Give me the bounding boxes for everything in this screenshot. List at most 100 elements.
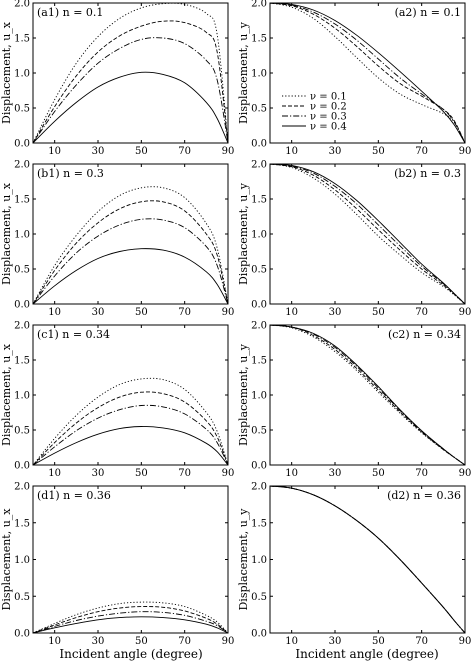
plot-frame [32, 2, 229, 144]
panel-label: (b2) n = 0.3 [394, 167, 461, 180]
x-tick-label: 90 [459, 636, 472, 647]
y-tick-label: 1.0 [251, 230, 267, 241]
y-tick-label: 0.0 [251, 461, 267, 472]
y-tick-label: 1.0 [251, 391, 267, 402]
y-tick-label: 1.5 [14, 34, 30, 45]
x-tick-label: 50 [135, 307, 148, 318]
series-line-3 [269, 485, 466, 634]
x-axis-label-left: Incident angle (degree) [59, 647, 202, 661]
y-tick-label: 1.5 [251, 518, 267, 529]
x-tick-label: 10 [285, 636, 298, 647]
x-tick-label: 50 [372, 307, 385, 318]
y-tick-label: 1.5 [251, 195, 267, 206]
y-tick-label: 0.5 [14, 592, 30, 603]
series-line-2 [269, 163, 466, 305]
plot-frame [32, 163, 229, 305]
series-line-1 [32, 186, 229, 305]
x-tick-label: 70 [415, 146, 428, 157]
series-line-1 [269, 163, 466, 305]
panel-d2: 0.0 0.5 1.0 1.5 2.0 10 30 50 70 90 Displacement, u… [237, 482, 471, 648]
panel-b2: 0.0 0.5 1.0 1.5 2.0 10 30 50 70 90 Displacement, u… [237, 160, 471, 319]
series-line-4 [269, 324, 466, 466]
y-axis-label: Displacement, u_y [237, 182, 250, 285]
series-line-3 [32, 404, 229, 466]
plot-frame [32, 324, 229, 466]
y-tick-label: 0.0 [251, 629, 267, 640]
series-line-3 [269, 2, 466, 144]
series-line-2 [32, 200, 229, 305]
x-tick-label: 70 [178, 636, 191, 647]
y-tick-label: 0.5 [251, 265, 267, 276]
series-line-4 [269, 163, 466, 305]
series-line-2 [32, 20, 229, 144]
series-line-1 [32, 601, 229, 634]
y-tick-label: 1.5 [14, 356, 30, 367]
panel-label: (b1) n = 0.3 [37, 167, 104, 180]
plot-frame [269, 2, 466, 144]
y-tick-label: 2.0 [14, 321, 30, 332]
series-line-4 [32, 426, 229, 466]
y-tick-label: 2.0 [251, 321, 267, 332]
x-tick-label: 30 [92, 468, 105, 479]
panel-a2: 0.0 0.5 1.0 1.5 2.0 10 30 50 70 90 Displacement, u… [237, 0, 471, 157]
series-line-4 [32, 248, 229, 305]
y-tick-label: 1.0 [14, 555, 30, 566]
panel-label: (d2) n = 0.36 [387, 489, 461, 502]
plot-frame [269, 163, 466, 305]
series-line-4 [269, 485, 466, 634]
panel-c2: 0.0 0.5 1.0 1.5 2.0 10 30 50 70 90 Displacement, u… [237, 321, 471, 480]
y-tick-label: 0.5 [14, 104, 30, 115]
y-tick-label: 2.0 [14, 160, 30, 171]
x-tick-label: 50 [135, 468, 148, 479]
series-line-3 [32, 218, 229, 305]
panel-d1: 0.0 0.5 1.0 1.5 2.0 10 30 50 70 90 Displacement, u… [0, 482, 234, 648]
y-axis-label: Displacement, u_y [237, 343, 250, 446]
x-tick-label: 10 [48, 468, 61, 479]
y-tick-label: 0.5 [14, 265, 30, 276]
series-line-2 [32, 606, 229, 634]
legend-label: ν = 0.4 [310, 122, 347, 133]
x-tick-label: 30 [329, 636, 342, 647]
y-tick-label: 1.0 [14, 69, 30, 80]
y-tick-label: 1.5 [251, 356, 267, 367]
x-tick-label: 50 [372, 636, 385, 647]
series-line-1 [269, 2, 466, 144]
x-tick-label: 10 [285, 146, 298, 157]
y-tick-label: 0.0 [14, 461, 30, 472]
y-tick-label: 1.0 [251, 555, 267, 566]
panel-a1: 0.0 0.5 1.0 1.5 2.0 10 30 50 70 90 Displacement, u… [0, 0, 234, 157]
x-tick-label: 30 [92, 636, 105, 647]
y-axis-label: Displacement, u_y [237, 21, 250, 124]
series-line-3 [269, 163, 466, 305]
x-tick-label: 30 [329, 468, 342, 479]
y-axis-label: Displacement, u_x [0, 343, 13, 446]
y-tick-label: 1.5 [14, 518, 30, 529]
series-line-4 [269, 2, 466, 144]
plot-frame [32, 485, 229, 634]
y-axis-label: Displacement, u_y [237, 508, 250, 611]
x-tick-label: 70 [415, 636, 428, 647]
x-tick-label: 70 [178, 146, 191, 157]
plot-frame [269, 485, 466, 634]
x-tick-label: 30 [92, 146, 105, 157]
panel-label: (a2) n = 0.1 [395, 6, 461, 19]
x-tick-label: 90 [459, 146, 472, 157]
y-tick-label: 2.0 [14, 0, 30, 10]
series-line-2 [269, 485, 466, 634]
series-line-1 [269, 324, 466, 466]
y-tick-label: 0.0 [14, 139, 30, 150]
x-tick-label: 90 [222, 468, 235, 479]
x-tick-label: 30 [329, 307, 342, 318]
x-tick-label: 90 [459, 307, 472, 318]
legend-label: ν = 0.1 [310, 92, 347, 103]
x-tick-label: 10 [48, 636, 61, 647]
y-tick-label: 0.5 [251, 426, 267, 437]
y-tick-label: 2.0 [251, 0, 267, 10]
series-line-2 [32, 391, 229, 466]
y-tick-label: 1.0 [14, 391, 30, 402]
panel-c1: 0.0 0.5 1.0 1.5 2.0 10 30 50 70 90 Displacement, u… [0, 321, 234, 480]
series-line-1 [32, 2, 229, 144]
x-tick-label: 10 [285, 307, 298, 318]
y-tick-label: 0.0 [14, 629, 30, 640]
